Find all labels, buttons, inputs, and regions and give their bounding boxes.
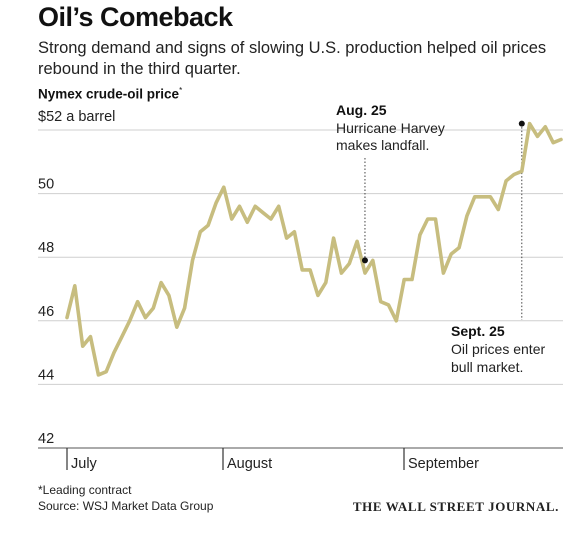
data-point xyxy=(466,215,468,217)
data-point xyxy=(489,196,491,198)
data-point xyxy=(270,218,272,220)
data-point xyxy=(332,237,334,239)
data-point xyxy=(81,345,83,347)
annotation-text-aug25: Hurricane Harvey xyxy=(336,120,445,136)
data-point xyxy=(113,351,115,353)
y-tick-label: 48 xyxy=(38,240,54,256)
data-point xyxy=(340,272,342,274)
publisher-logo: THE WALL STREET JOURNAL. xyxy=(352,499,559,514)
data-point xyxy=(278,205,280,207)
data-point xyxy=(191,259,193,261)
annotation-dot-aug25 xyxy=(361,257,368,264)
data-point xyxy=(223,186,225,188)
data-point xyxy=(528,122,530,124)
data-point xyxy=(442,272,444,274)
annotation-text-sept25: Oil prices enter xyxy=(451,341,545,357)
data-point xyxy=(66,316,68,318)
data-point xyxy=(481,196,483,198)
data-point xyxy=(348,262,350,264)
data-point xyxy=(387,304,389,306)
annotation-dot-sept25 xyxy=(518,120,525,127)
data-point xyxy=(246,221,248,223)
data-point xyxy=(560,138,562,140)
data-point xyxy=(238,205,240,207)
data-point xyxy=(403,278,405,280)
data-point xyxy=(129,320,131,322)
data-point xyxy=(513,173,515,175)
annotation-date-sept25: Sept. 25 xyxy=(451,323,505,339)
data-point xyxy=(372,259,374,261)
data-point xyxy=(317,294,319,296)
data-point xyxy=(458,246,460,248)
data-point xyxy=(544,126,546,128)
data-point xyxy=(364,272,366,274)
data-point xyxy=(230,218,232,220)
y-tick-label: 50 xyxy=(38,177,54,193)
annotation-text-aug25: makes landfall. xyxy=(336,137,429,153)
chart-subtitle: Strong demand and signs of slowing U.S. … xyxy=(38,39,547,78)
data-point xyxy=(121,336,123,338)
data-point xyxy=(144,316,146,318)
data-point xyxy=(199,231,201,233)
data-point xyxy=(309,269,311,271)
data-point xyxy=(160,281,162,283)
data-point xyxy=(411,278,413,280)
annotation-date-aug25: Aug. 25 xyxy=(336,102,387,118)
annotation-text-sept25: bull market. xyxy=(451,359,523,375)
data-point xyxy=(450,253,452,255)
data-point xyxy=(168,294,170,296)
footnotes: *Leading contract Source: WSJ Market Dat… xyxy=(38,482,213,514)
x-tick-label: September xyxy=(408,456,479,472)
footnote-leading-contract: *Leading contract xyxy=(38,483,132,497)
data-point xyxy=(293,231,295,233)
source-note: Source: WSJ Market Data Group xyxy=(38,499,214,513)
y-unit-label: $52 a barrel xyxy=(38,109,116,125)
y-tick-label: 44 xyxy=(38,367,54,383)
data-point xyxy=(552,142,554,144)
data-point xyxy=(97,374,99,376)
data-point xyxy=(105,370,107,372)
data-point xyxy=(497,208,499,210)
data-point xyxy=(301,269,303,271)
plot-title: Nymex crude-oil price* xyxy=(38,86,182,102)
data-point xyxy=(176,326,178,328)
data-point xyxy=(419,234,421,236)
x-tick-label: August xyxy=(227,456,272,472)
data-point xyxy=(356,240,358,242)
data-point xyxy=(136,301,138,303)
data-point xyxy=(207,224,209,226)
data-point xyxy=(89,336,91,338)
data-point xyxy=(395,320,397,322)
y-tick-label: 46 xyxy=(38,304,54,320)
data-point xyxy=(285,237,287,239)
chart-title: Oil’s Comeback xyxy=(38,2,233,32)
x-tick-label: July xyxy=(71,456,98,472)
data-point xyxy=(505,180,507,182)
data-point xyxy=(262,211,264,213)
y-tick-label: 42 xyxy=(38,431,54,447)
data-point xyxy=(474,196,476,198)
data-point xyxy=(426,218,428,220)
data-point xyxy=(434,218,436,220)
data-point xyxy=(325,281,327,283)
data-point xyxy=(215,202,217,204)
price-series-line xyxy=(65,121,563,377)
data-point xyxy=(536,135,538,137)
plot-title-text: Nymex crude-oil price xyxy=(38,86,180,102)
data-point xyxy=(152,307,154,309)
data-point xyxy=(521,170,523,172)
data-point xyxy=(183,307,185,309)
data-point xyxy=(379,301,381,303)
data-point xyxy=(254,205,256,207)
title-footnote-marker: * xyxy=(179,86,183,95)
data-point xyxy=(74,285,76,287)
